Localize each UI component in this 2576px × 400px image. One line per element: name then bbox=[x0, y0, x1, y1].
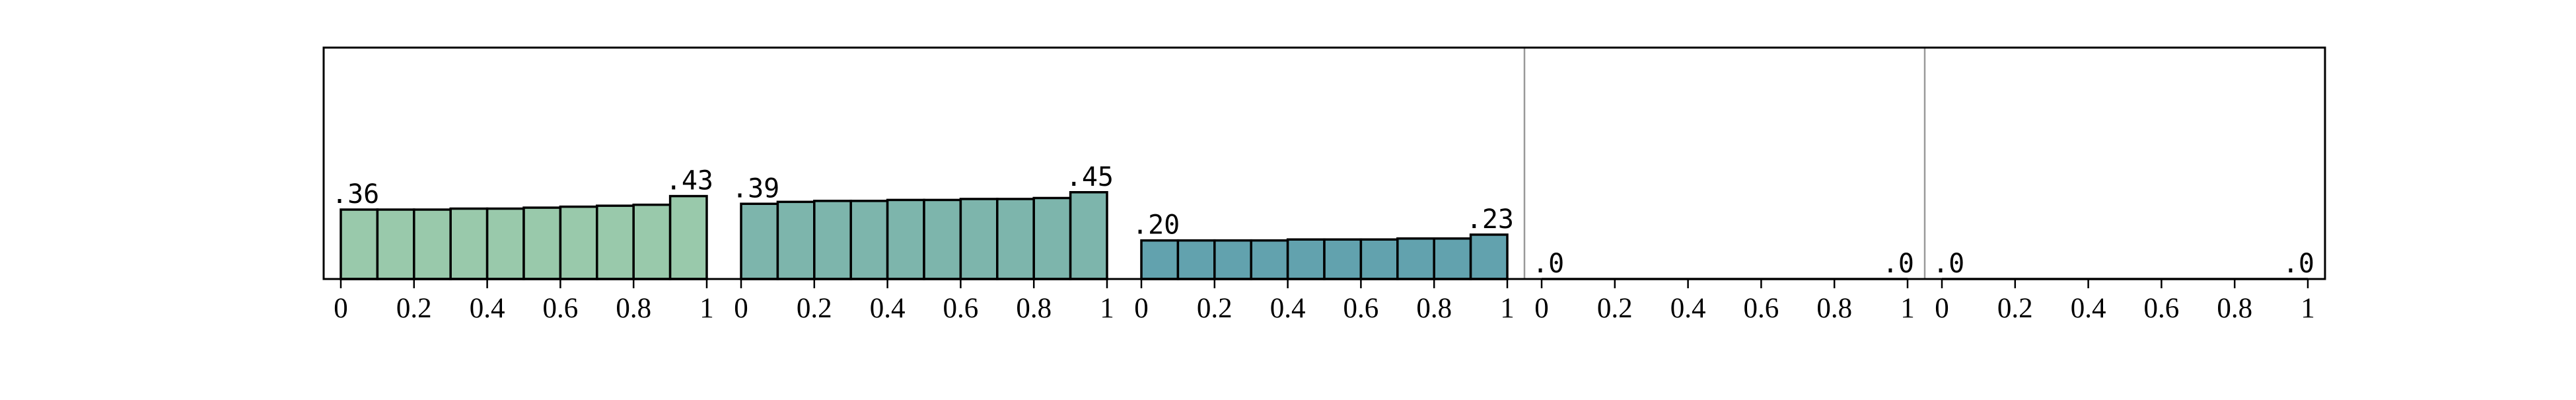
histogram-bar bbox=[376, 208, 415, 280]
histogram-bar bbox=[1323, 238, 1363, 280]
x-tick-label: 0.8 bbox=[1816, 293, 1852, 324]
first-bar-value-label: .39 bbox=[732, 173, 779, 204]
x-tick-label: 0.4 bbox=[1270, 293, 1306, 324]
x-tick-label: 0.4 bbox=[1670, 293, 1706, 324]
histogram-bar bbox=[340, 208, 379, 280]
x-tick-label: 0.8 bbox=[1416, 293, 1452, 324]
histogram-bar bbox=[413, 208, 452, 280]
x-tick-label: 0.6 bbox=[1343, 293, 1379, 324]
histogram-bar bbox=[813, 200, 852, 280]
histogram-bar bbox=[596, 204, 635, 280]
last-bar-value-label: .23 bbox=[1466, 204, 1514, 235]
x-tick-label: 0.2 bbox=[396, 293, 432, 324]
histogram-bar bbox=[668, 194, 708, 280]
histogram-bar bbox=[1396, 237, 1435, 280]
x-tick-label: 1 bbox=[2301, 293, 2315, 324]
histogram-bar bbox=[1286, 238, 1326, 280]
x-tick-label: 1 bbox=[1100, 293, 1114, 324]
x-tick-label: 0.6 bbox=[2144, 293, 2180, 324]
x-tick-label: 0.4 bbox=[470, 293, 505, 324]
x-tick-label: 0 bbox=[1134, 293, 1149, 324]
histogram-bar bbox=[849, 200, 889, 280]
histogram-bar bbox=[485, 207, 525, 280]
first-bar-value-label: .36 bbox=[332, 179, 379, 210]
histogram-bar bbox=[1069, 191, 1108, 280]
histogram-bar bbox=[522, 206, 562, 280]
last-bar-value-label: .45 bbox=[1066, 162, 1114, 192]
x-tick-label: 1 bbox=[699, 293, 714, 324]
histogram-bar bbox=[959, 198, 999, 280]
histogram-bar bbox=[776, 200, 816, 280]
last-bar-value-label: .43 bbox=[666, 166, 713, 196]
x-tick-label: 0.2 bbox=[1597, 293, 1633, 324]
x-tick-label: 0.2 bbox=[1997, 293, 2033, 324]
histogram-bar bbox=[1213, 239, 1252, 280]
ticks-layer: 0 0.2 0.4 0.6 0.8 1 0 0.2 0.4 0.6 0.8 1 0 0.2 0.4 0.6 0.… bbox=[334, 279, 2315, 324]
x-tick-label: 0 bbox=[1534, 293, 1549, 324]
histogram-bar bbox=[1433, 237, 1472, 280]
histogram-bar bbox=[923, 198, 962, 280]
histogram-bar bbox=[1140, 239, 1180, 280]
first-bar-value-label: .20 bbox=[1132, 210, 1180, 241]
x-tick-label: 0.2 bbox=[1197, 293, 1233, 324]
x-tick-label: 0.6 bbox=[943, 293, 979, 324]
first-bar-value-label: .0 bbox=[1933, 249, 1964, 279]
x-tick-label: 0 bbox=[334, 293, 348, 324]
histogram-bar bbox=[632, 203, 672, 280]
x-tick-label: 0.6 bbox=[543, 293, 579, 324]
first-bar-value-label: .0 bbox=[1532, 249, 1564, 279]
x-tick-label: 0.4 bbox=[870, 293, 906, 324]
x-tick-label: 1 bbox=[1900, 293, 1915, 324]
panel-dividers-layer bbox=[1523, 48, 1926, 279]
histogram-bar bbox=[1032, 196, 1072, 280]
x-tick-label: 0.8 bbox=[1016, 293, 1052, 324]
histogram-bar bbox=[1250, 239, 1289, 280]
x-tick-label: 0.4 bbox=[2071, 293, 2106, 324]
last-bar-value-label: .0 bbox=[1882, 249, 1914, 279]
chart-frame bbox=[322, 46, 2326, 280]
histogram-bar bbox=[449, 207, 489, 280]
histogram-bar bbox=[740, 202, 779, 280]
x-tick-label: 1 bbox=[1500, 293, 1515, 324]
value-labels-layer: .36 .43 .39 .45 .20 .23 .0 .0 .0 .0 bbox=[332, 162, 2314, 279]
histogram-bar bbox=[1176, 239, 1216, 280]
last-bar-value-label: .0 bbox=[2283, 249, 2314, 279]
histogram-bar bbox=[559, 205, 598, 280]
x-tick-label: 0.8 bbox=[616, 293, 651, 324]
x-tick-label: 0 bbox=[1935, 293, 1949, 324]
histogram-bar bbox=[886, 198, 925, 280]
x-tick-label: 0.2 bbox=[797, 293, 832, 324]
x-tick-label: 0.8 bbox=[2217, 293, 2252, 324]
histogram-bar bbox=[1469, 233, 1509, 280]
x-tick-label: 0 bbox=[734, 293, 748, 324]
histogram-bar bbox=[996, 198, 1035, 280]
bars-layer bbox=[340, 191, 2308, 280]
x-tick-label: 0.6 bbox=[1744, 293, 1779, 324]
histogram-bar bbox=[1359, 238, 1399, 280]
